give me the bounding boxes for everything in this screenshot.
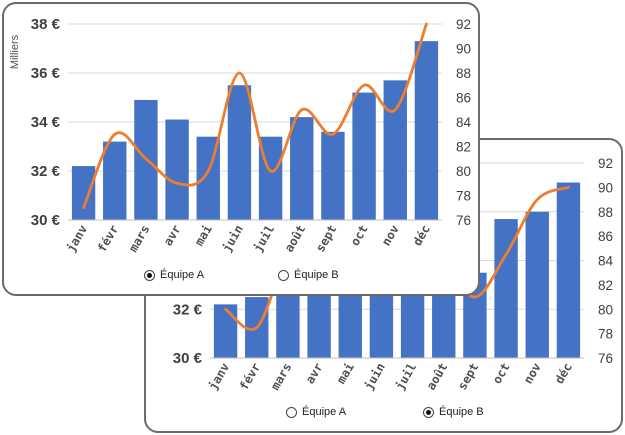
bar-avr: [165, 119, 189, 220]
category-label: déc: [410, 223, 433, 249]
category-label: juil: [393, 361, 420, 393]
y-axis-unit-label: Milliers: [9, 34, 21, 69]
bar-sept: [321, 131, 345, 220]
right-axis-tick-label: 82: [456, 140, 471, 155]
right-axis-tick-label: 84: [598, 254, 614, 269]
radio-button-selected-icon[interactable]: [423, 406, 434, 418]
bar-févr: [103, 141, 127, 220]
right-axis-tick-label: 92: [598, 156, 613, 171]
bar-janv: [71, 166, 96, 220]
category-label: août: [424, 361, 451, 393]
radio-button-selected-icon[interactable]: [144, 269, 155, 281]
right-axis-tick-label: 84: [456, 115, 472, 130]
right-axis-tick-label: 90: [456, 42, 471, 57]
category-label: janv: [206, 361, 233, 393]
right-axis-tick-label: 86: [456, 91, 471, 106]
left-axis-tick-label: 38 €: [31, 16, 61, 33]
right-axis-tick-label: 80: [598, 302, 613, 317]
bar-déc: [414, 41, 439, 221]
category-label: janv: [64, 223, 91, 255]
bar-nov: [383, 80, 407, 220]
right-axis-tick-label: 76: [598, 351, 613, 366]
radio-label: Équipe A: [160, 269, 205, 281]
category-label: sept: [313, 223, 340, 255]
radio-equipe-b-a[interactable]: Équipe B: [278, 269, 339, 281]
category-label: juin: [361, 361, 388, 393]
bar-déc: [556, 182, 581, 358]
radio-equipe-a-b[interactable]: Équipe A: [286, 406, 346, 418]
category-label: nov: [521, 361, 544, 387]
radio-label: Équipe B: [294, 269, 339, 281]
right-axis-tick-label: 90: [598, 180, 613, 195]
bar-nov: [525, 211, 549, 358]
bar-août: [290, 117, 314, 220]
right-axis-tick-label: 80: [456, 164, 471, 179]
category-label: févr: [95, 223, 122, 255]
right-axis-tick-label: 86: [598, 229, 613, 244]
chart-equipe-a-svg: 30 € 32 € 34 € 36 € 38 € 76 78 80 82 84 86 88 90 92 ja…: [9, 16, 472, 255]
right-axis-tick-label: 78: [456, 189, 471, 204]
category-label: déc: [552, 361, 575, 387]
category-label: avr: [161, 223, 184, 249]
bar-juin: [227, 85, 252, 220]
left-axis-tick-label: 36 €: [31, 65, 61, 82]
category-label: juin: [219, 223, 246, 255]
left-axis-tick-label: 32 €: [31, 163, 61, 180]
chart-panel-equipe-a: 30 € 32 € 34 € 36 € 38 € 76 78 80 82 84 86 88 90 92 ja…: [2, 2, 480, 296]
left-axis-tick-label: 30 €: [31, 212, 61, 229]
category-label: mars: [268, 361, 295, 393]
chart-equipe-b-svg: 30 € 32 € 76 78 80 82 84 86 88 90 92 janv févr mars av…: [173, 156, 614, 393]
category-label: mars: [126, 223, 153, 255]
category-label: nov: [379, 223, 402, 249]
category-label: juil: [251, 223, 278, 255]
category-label: août: [282, 223, 309, 255]
category-label: avr: [303, 361, 326, 387]
right-axis-tick-label: 78: [598, 327, 613, 342]
radio-label: Équipe B: [439, 406, 484, 418]
right-axis-tick-label: 76: [456, 213, 471, 228]
right-axis-tick-label: 88: [598, 205, 613, 220]
bar-janv: [213, 304, 238, 358]
right-axis-tick-label: 88: [456, 66, 471, 81]
left-axis-tick-label: 32 €: [173, 301, 203, 318]
radio-equipe-b-b[interactable]: Équipe B: [423, 406, 484, 418]
radio-button-icon[interactable]: [286, 406, 297, 418]
radio-equipe-a-a[interactable]: Équipe A: [144, 269, 204, 281]
radio-button-icon[interactable]: [278, 269, 289, 281]
right-axis-tick-label: 92: [456, 17, 471, 32]
left-axis-tick-label: 34 €: [31, 114, 61, 131]
category-label: févr: [237, 361, 264, 393]
category-label: sept: [455, 361, 482, 393]
radio-label: Équipe A: [302, 406, 347, 418]
bar-oct: [494, 219, 518, 358]
category-label: oct: [490, 361, 513, 387]
left-axis-tick-label: 30 €: [173, 350, 203, 367]
right-axis-tick-label: 82: [598, 278, 613, 293]
series-line: [82, 22, 428, 210]
bar-oct: [352, 92, 376, 220]
category-label: mai: [192, 223, 215, 249]
category-label: mai: [334, 361, 357, 387]
category-label: oct: [348, 223, 371, 249]
